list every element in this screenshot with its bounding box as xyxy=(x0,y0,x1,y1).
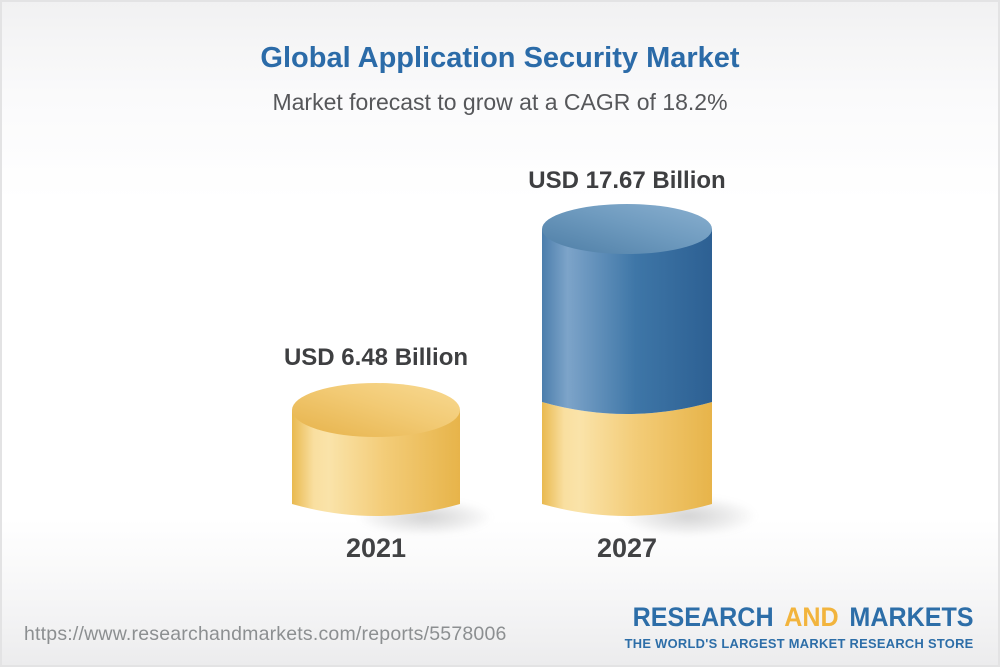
value-label-2021: USD 6.48 Billion xyxy=(283,344,469,371)
bar-2021-cylinder xyxy=(292,383,460,523)
report-url: https://www.researchandmarkets.com/repor… xyxy=(24,623,507,645)
category-label-2027: 2027 xyxy=(596,533,658,563)
bar-2027-cylinder-svg xyxy=(542,204,712,516)
page-title: Global Application Security Market xyxy=(260,42,740,74)
research-and-markets-logo: RESEARCH AND MARKETS THE WORLD'S LARGEST… xyxy=(607,602,974,651)
logo-word-and: AND xyxy=(784,602,840,632)
logo-word-research: RESEARCH xyxy=(633,602,775,632)
bar-2027-cylinder xyxy=(542,204,712,519)
category-label-2021: 2021 xyxy=(345,533,407,563)
value-label-2027: USD 17.67 Billion xyxy=(528,167,726,194)
logo-wordmark: RESEARCH AND MARKETS xyxy=(633,602,974,633)
bar-2021-cylinder-svg xyxy=(292,383,460,516)
logo-tagline: THE WORLD'S LARGEST MARKET RESEARCH STOR… xyxy=(625,636,974,651)
logo-word-markets: MARKETS xyxy=(849,602,974,632)
page-subtitle: Market forecast to grow at a CAGR of 18.… xyxy=(272,89,728,115)
